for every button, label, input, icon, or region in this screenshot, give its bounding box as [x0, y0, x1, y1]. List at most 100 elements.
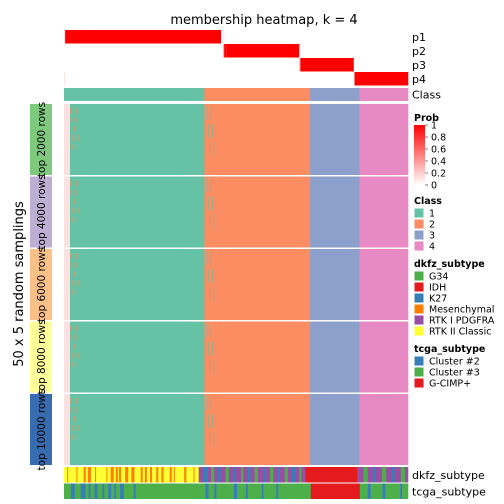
annotation-cell: [133, 483, 137, 499]
annotation-cell: [68, 467, 77, 483]
annotation-cell: [250, 467, 255, 483]
annotation-cell: [214, 483, 217, 499]
annotation-cell: [208, 483, 215, 499]
prob-tick-label: 0.4: [431, 157, 446, 168]
legend-title: tcga_subtype: [414, 344, 485, 355]
legend-item-label: G-CIMP+: [429, 379, 471, 390]
membership-cell: [64, 30, 66, 44]
annotation-cell: [150, 467, 153, 483]
annotation-cell: [367, 467, 374, 483]
membership-cell: [227, 44, 300, 58]
annotation-cell: [108, 483, 112, 499]
annotation-cell: [216, 483, 235, 499]
row-group-top-8000-rows: top 8000 rows: [30, 319, 409, 395]
annotation-cell: [107, 467, 111, 483]
annotation-cell: [287, 467, 293, 483]
uncertain-sample-mark: [72, 361, 74, 368]
annotation-cell: [291, 467, 296, 483]
annotation-cell: [295, 467, 300, 483]
annotation-cell: [117, 467, 120, 483]
annotation-cell: [236, 483, 247, 499]
uncertain-sample-mark: [70, 180, 71, 187]
membership-cell: [65, 72, 355, 86]
uncertain-sample-mark: [70, 334, 72, 341]
uncertain-sample-mark: [72, 289, 74, 295]
bottom-annotation-tracks: dkfz_subtype tcga_subtype: [64, 467, 486, 499]
uncertain-sample-mark: [74, 126, 75, 132]
annotation-cell: [123, 483, 135, 499]
stability-strip: [64, 176, 70, 248]
uncertain-sample-mark: [210, 178, 212, 193]
annotation-cell: [394, 467, 402, 483]
uncertain-sample-mark: [71, 425, 73, 431]
uncertain-sample-mark: [73, 325, 74, 332]
annotation-cell: [243, 467, 248, 483]
class-segment-4: [359, 88, 409, 101]
membership-track-p1: p1: [64, 30, 426, 44]
uncertain-sample-mark: [75, 361, 77, 368]
uncertain-sample-mark: [76, 407, 78, 413]
membership-cell: [300, 44, 409, 58]
uncertain-sample-mark: [209, 287, 211, 301]
legend-item-label: IDH: [429, 283, 446, 294]
uncertain-sample-mark: [70, 117, 72, 123]
uncertain-sample-mark: [210, 106, 212, 120]
annotation-cell: [76, 467, 78, 483]
annotation-cell: [158, 467, 162, 483]
annotation-cell: [225, 467, 230, 483]
legend-swatch-g34: [413, 270, 425, 282]
annotation-cell: [85, 467, 89, 483]
annotation-cell: [102, 483, 105, 499]
annotation-cell: [228, 467, 234, 483]
annotation-label-tcga-subtype: tcga_subtype: [412, 485, 486, 498]
uncertain-sample-mark: [207, 341, 209, 356]
annotation-cell: [114, 483, 117, 499]
class-block-3: [310, 394, 360, 465]
annotation-cell: [144, 467, 148, 483]
annotation-cell: [299, 467, 302, 483]
uncertain-sample-mark: [72, 216, 74, 223]
uncertain-sample-mark: [71, 126, 72, 132]
uncertain-sample-mark: [76, 180, 77, 187]
class-segment-1: [64, 88, 205, 101]
uncertain-sample-mark: [71, 207, 73, 214]
uncertain-sample-mark: [70, 407, 72, 413]
uncertain-sample-mark: [207, 414, 209, 428]
annotation-cell: [266, 467, 271, 483]
legend-swatch-k27: [413, 292, 425, 304]
class-block-3: [310, 249, 360, 320]
annotation-cell: [234, 483, 238, 499]
membership-cell: [224, 30, 409, 44]
annotation-cell: [184, 467, 187, 483]
annotation-track-tcga-subtype: tcga_subtype: [64, 483, 486, 499]
annotation-cell: [169, 467, 173, 483]
uncertain-sample-mark: [77, 271, 78, 277]
legend-item-label: 4: [429, 242, 435, 253]
uncertain-sample-mark: [74, 425, 76, 431]
annotation-cell: [106, 467, 108, 483]
legend-item-label: K27: [429, 294, 447, 305]
annotation-cell: [140, 467, 144, 483]
stability-strip: [64, 249, 70, 320]
prob-tick-label: 1: [431, 121, 437, 132]
annotation-cell: [254, 467, 259, 483]
annotation-cell: [64, 483, 72, 499]
annotation-cell: [278, 483, 311, 499]
annotation-cell: [367, 483, 371, 499]
annotation-cell: [113, 467, 117, 483]
uncertain-sample-mark: [76, 189, 78, 196]
annotation-cell: [372, 467, 377, 483]
legend-item-label: RTK II Classic: [429, 327, 491, 338]
legend-item-label: Cluster #2: [429, 357, 480, 368]
row-group-color-block: [30, 176, 52, 248]
membership-cell: [223, 44, 226, 58]
row-group-label: top 2000 rows: [36, 102, 48, 177]
annotation-cell: [96, 467, 107, 483]
membership-cell: [66, 30, 222, 44]
legend-swatch-cluster-3: [413, 366, 425, 378]
uncertain-sample-mark: [206, 251, 208, 265]
uncertain-sample-mark: [76, 117, 78, 123]
class-block-2: [204, 249, 311, 320]
